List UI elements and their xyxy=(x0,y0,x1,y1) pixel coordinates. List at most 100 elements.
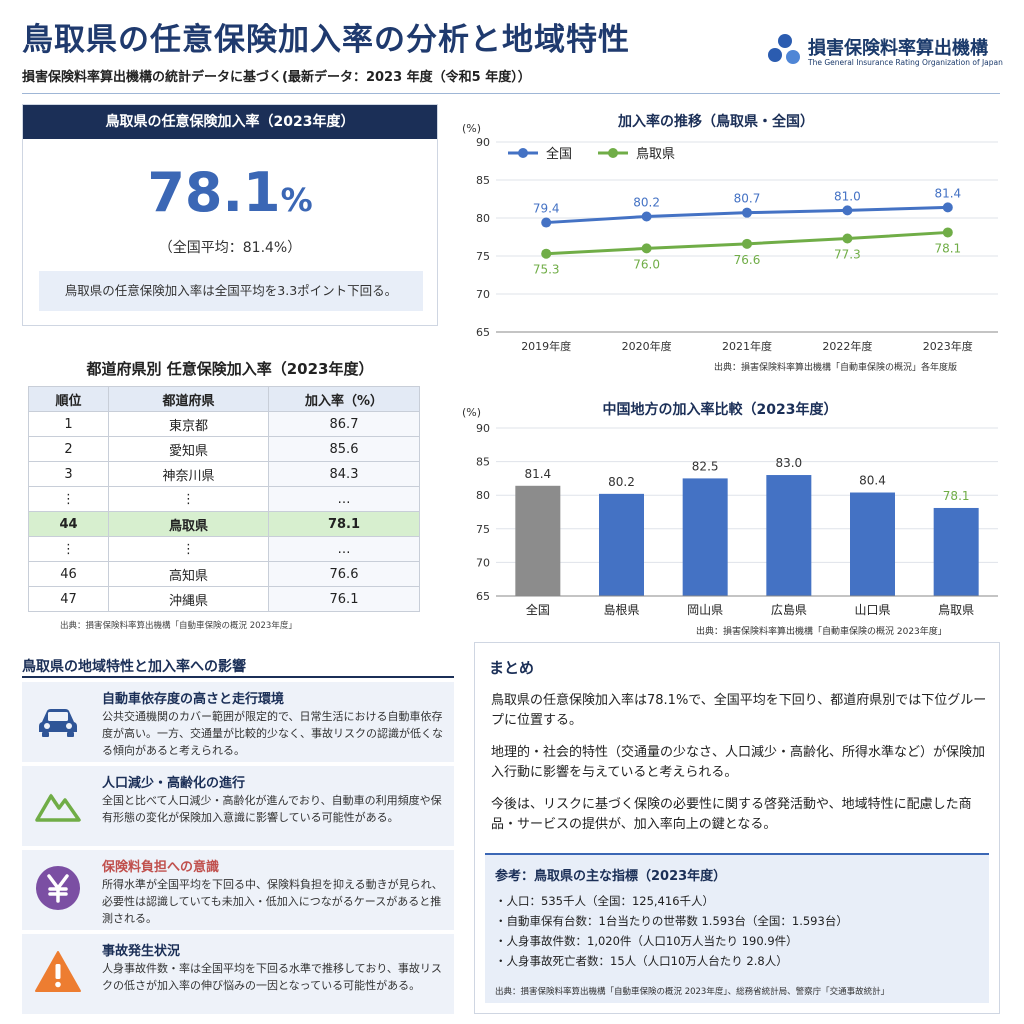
rate-cell: 76.6 xyxy=(268,561,420,587)
data-label: 80.2 xyxy=(633,195,660,209)
rank-cell: ⋮ xyxy=(28,486,109,512)
region-title: 鳥取県の地域特性と加入率への影響 xyxy=(22,659,246,675)
data-label: 81.0 xyxy=(834,189,861,203)
feature-title: 事故発生状況 xyxy=(102,944,181,959)
feature-body: 所得水準が全国平均を下回る中、保険料負担を抑える動きが見られ、必要性は認識してい… xyxy=(102,878,443,925)
bar-chart-source: 出典：損害保険料率算出機構「自動車保険の概況 2023年度」 xyxy=(696,627,947,637)
line-chart-source: 出典：損害保険料率算出機構「自動車保険の概況」各年度版 xyxy=(714,363,958,373)
pref-cell: 神奈川県 xyxy=(108,461,269,487)
legend-label: 鳥取県 xyxy=(636,147,675,162)
y-axis-unit: (%) xyxy=(462,122,481,135)
bar-value-label: 80.2 xyxy=(608,475,635,489)
data-point xyxy=(842,205,853,216)
pref-cell: 東京都 xyxy=(108,411,269,437)
x-tick-label: 鳥取県 xyxy=(938,602,974,617)
pref-cell: ⋮ xyxy=(108,536,269,562)
data-point xyxy=(942,202,953,213)
rank-cell: 1 xyxy=(28,411,109,437)
feature-premium: 保険料負担への意識 所得水準が全国平均を下回る中、保険料負担を抑える動きが見られ… xyxy=(22,850,454,930)
rate-cell: 76.1 xyxy=(268,586,420,612)
kpi-value: 78.1% xyxy=(23,161,437,224)
y-axis-unit: (%) xyxy=(462,406,481,419)
data-label: 76.0 xyxy=(633,257,660,271)
ranking-table: 順位 都道府県 加入率（%） 1 東京都 86.7 2 愛知県 85.6 3 神奈川県 84… xyxy=(28,386,420,612)
bar xyxy=(515,485,561,596)
feature-title: 保険料負担への意識 xyxy=(102,860,220,875)
data-label: 77.3 xyxy=(834,248,861,262)
bar xyxy=(682,478,728,596)
feature-accidents: 事故発生状況 人身事故件数・率は全国平均を下回る水準で推移しており、事故リスクの… xyxy=(22,934,454,1014)
table-row: 2 愛知県 85.6 xyxy=(28,436,420,462)
rate-cell: 84.3 xyxy=(268,461,420,487)
ranking-title: 都道府県別 任意保険加入率（2023年度） xyxy=(86,360,374,378)
table-row-highlighted: 44 鳥取県 78.1 xyxy=(28,511,420,537)
table-row: 47 沖縄県 76.1 xyxy=(28,586,420,612)
feature-aging: 人口減少・高齢化の進行 全国と比べて人口減少・高齢化が進んでおり、自動車の利用頻… xyxy=(22,766,454,846)
rate-cell: … xyxy=(268,536,420,562)
y-tick-label: 70 xyxy=(476,288,490,301)
rank-cell: 47 xyxy=(28,586,109,612)
pref-cell: 高知県 xyxy=(108,561,269,587)
rate-cell: 78.1 xyxy=(268,511,420,537)
header-divider xyxy=(22,93,1000,94)
pref-cell: 愛知県 xyxy=(108,436,269,462)
feature-car-dependency: 自動車依存度の高さと走行環境 公共交通機関のカバー範囲が限定的で、日常生活におけ… xyxy=(22,682,454,762)
warning-icon xyxy=(34,948,82,996)
rank-cell: 2 xyxy=(28,436,109,462)
data-point xyxy=(641,211,652,222)
feature-title: 人口減少・高齢化の進行 xyxy=(102,776,246,791)
y-tick-label: 65 xyxy=(476,326,490,339)
x-tick-label: 全国 xyxy=(526,602,550,617)
legend-label: 全国 xyxy=(546,146,572,162)
kpi-note: 鳥取県の任意保険加入率は全国平均を3.3ポイント下回る。 xyxy=(39,271,423,311)
table-row: 3 神奈川県 84.3 xyxy=(28,461,420,487)
reference-item: ・人身事故死亡者数：15人（人口10万人台たり 2.8人） xyxy=(495,954,788,968)
bar-value-label: 81.4 xyxy=(524,467,551,481)
table-row: ⋮ ⋮… xyxy=(28,486,420,512)
summary-panel: まとめ 鳥取県の任意保険加入率は78.1%で、全国平均を下回り、都道府県別では下… xyxy=(474,642,1000,1014)
feature-body: 公共交通機関のカバー範囲が限定的で、日常生活における自動車依存度が高い。一方、交… xyxy=(102,710,443,757)
bar-chart: 中国地方の加入率比較（2023年度） (%) 65 70 75 80 85 90 81.4 全国 8… xyxy=(458,394,1008,624)
bar-value-label: 83.0 xyxy=(775,456,802,470)
legend-marker xyxy=(518,148,528,158)
bar-value-label: 78.1 xyxy=(943,489,970,503)
reference-box: 参考：鳥取県の主な指標（2023年度） ・人口：535千人（全国：125,416… xyxy=(485,853,989,1003)
y-tick-label: 80 xyxy=(476,489,490,502)
rank-cell: ⋮ xyxy=(28,536,109,562)
rate-cell: 86.7 xyxy=(268,411,420,437)
data-label: 79.4 xyxy=(533,202,560,216)
org-logo-icon xyxy=(768,34,802,68)
page-title: 鳥取県の任意保険加入率の分析と地域特性 xyxy=(22,22,630,58)
chart-title: 中国地方の加入率比較（2023年度） xyxy=(603,401,838,418)
x-tick-label: 島根県 xyxy=(603,602,639,617)
car-icon xyxy=(34,696,82,744)
summary-paragraph: 今後は、リスクに基づく保険の必要性に関する啓発活動や、地域特性に配慮した商品・サ… xyxy=(491,797,972,832)
ranking-header-rank: 順位 xyxy=(28,386,109,412)
rank-cell: 44 xyxy=(28,511,109,537)
summary-title: まとめ xyxy=(489,659,535,677)
kpi-card: 鳥取県の任意保険加入率（2023年度） 78.1% （全国平均：81.4%） 鳥… xyxy=(22,104,438,326)
table-row: 1 東京都 86.7 xyxy=(28,411,420,437)
x-tick-label: 2023年度 xyxy=(923,339,973,353)
bar-chart-svg: 中国地方の加入率比較（2023年度） (%) 65 70 75 80 85 90 81.4 全国 8… xyxy=(462,401,998,617)
yen-icon xyxy=(34,864,82,912)
x-tick-label: 岡山県 xyxy=(687,603,723,617)
y-tick-label: 75 xyxy=(476,523,490,536)
rank-cell: 3 xyxy=(28,461,109,487)
reference-item: ・人口：535千人（全国：125,416千人） xyxy=(495,894,715,908)
y-tick-label: 70 xyxy=(476,556,490,569)
kpi-unit: % xyxy=(280,181,313,219)
y-tick-label: 65 xyxy=(476,590,490,603)
data-point xyxy=(842,233,853,244)
feature-title: 自動車依存度の高さと走行環境 xyxy=(102,692,285,707)
line-chart: 加入率の推移（鳥取県・全国） (%) 65 70 75 80 85 90 2019年度 2020年… xyxy=(458,104,1008,374)
region-title-underline xyxy=(22,676,454,678)
summary-paragraph: 地理的・社会的特性（交通量の少なさ、人口減少・高齢化、所得水準など）が保険加入行… xyxy=(491,745,986,780)
rank-cell: 46 xyxy=(28,561,109,587)
ranking-header-row: 順位 都道府県 加入率（%） xyxy=(28,386,420,412)
bar xyxy=(766,475,812,596)
data-point xyxy=(742,238,752,249)
ranking-source: 出典：損害保険料率算出機構「自動車保険の概況 2023年度」 xyxy=(60,621,297,631)
org-name-en: The General Insurance Rating Organizatio… xyxy=(808,58,1003,67)
rate-cell: … xyxy=(268,486,420,512)
